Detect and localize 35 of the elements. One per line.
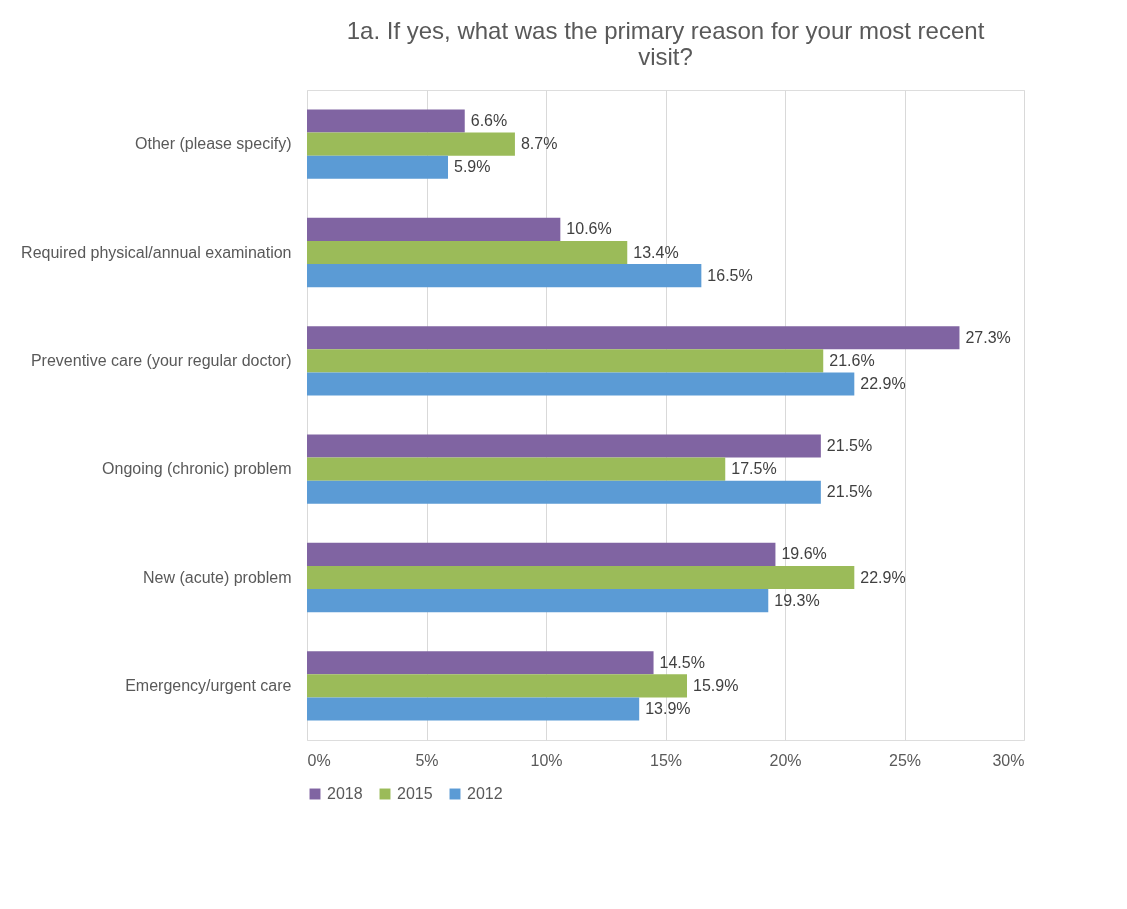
legend-label: 2018 [327,785,363,802]
x-tick-label: 25% [888,751,922,769]
data-label: 8.7% [520,135,558,153]
data-label: 16.5% [707,266,753,284]
x-tick-label: 10% [530,751,563,769]
y-tick-label: New (acute) problem [143,568,292,586]
data-label: 27.3% [965,328,1011,346]
x-tick-label: 5% [415,751,439,769]
y-tick-label: Preventive care (your regular doctor) [30,351,292,369]
data-label: 6.6% [470,112,508,130]
y-tick-label: Other (please specify) [134,135,292,153]
data-label: 21.5% [826,483,873,501]
legend-label: 2015 [397,785,433,802]
data-label: 19.3% [774,591,820,609]
data-label: 21.5% [826,437,873,455]
legend-label: 2012 [467,785,503,802]
x-tick-label: 15% [649,751,683,769]
chart-title: 1a. If yes, what was the primary reason for your most recent visit? [346,17,985,70]
data-label: 13.4% [633,243,679,261]
x-tick-label: 0% [307,751,331,769]
data-label: 10.6% [566,220,612,238]
y-tick-label: Required physical/annual examination [21,243,292,261]
x-tick-label: 20% [769,751,802,769]
data-label: 17.5% [731,460,777,478]
data-label: 22.9% [860,568,906,586]
data-label: 13.9% [645,699,691,717]
x-tick-label: 30% [992,751,1025,769]
data-label: 14.5% [659,653,705,671]
data-label: 21.6% [829,351,875,369]
data-label: 5.9% [454,158,491,176]
y-tick-label: Emergency/urgent care [125,676,292,694]
data-label: 19.6% [781,545,827,563]
data-label: 15.9% [693,676,739,694]
data-label: 22.9% [860,374,906,392]
y-tick-label: Ongoing (chronic) problem [102,460,292,478]
